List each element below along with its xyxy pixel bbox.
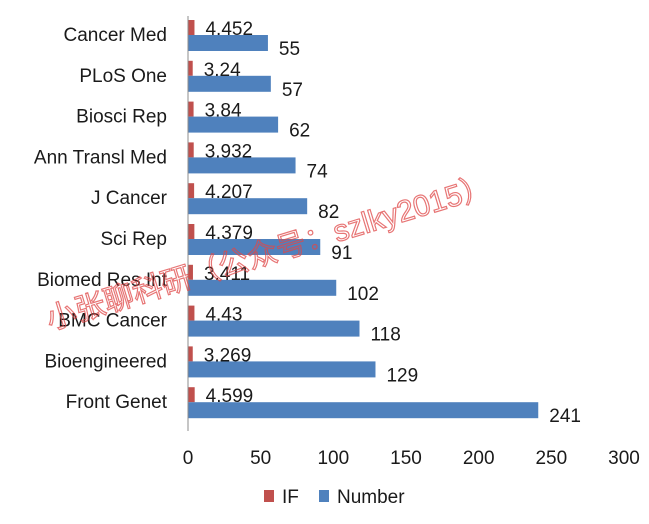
data-label-if: 3.84 <box>205 101 242 122</box>
data-label-if: 3.24 <box>204 60 241 81</box>
legend-label: IF <box>282 487 299 508</box>
category-label: Sci Rep <box>100 229 167 250</box>
category-label: Biomed Res Int <box>37 270 168 291</box>
legend: IF Number <box>264 487 405 508</box>
axis-layer: 0 50 100 150 200 250 300 <box>183 16 640 469</box>
bar-number <box>188 75 271 92</box>
bar-number <box>188 157 296 174</box>
data-label-if: 4.452 <box>205 19 253 40</box>
bar-number <box>188 361 376 378</box>
x-tick-label: 300 <box>608 448 640 469</box>
bar-if <box>188 387 195 403</box>
bar-number <box>188 279 337 296</box>
category-label: J Cancer <box>91 188 168 209</box>
bar-number <box>188 239 321 255</box>
bar-if <box>188 20 195 35</box>
bar-number <box>188 116 279 133</box>
category-label: Front Genet <box>66 392 168 413</box>
bar-if <box>188 101 194 117</box>
category-label: BMC Cancer <box>58 311 167 332</box>
bar-if <box>188 305 195 321</box>
data-label-if: 3.411 <box>204 264 250 285</box>
bar-if <box>188 183 195 199</box>
x-tick-label: 0 <box>183 448 194 469</box>
data-label-if: 3.932 <box>205 141 253 162</box>
data-label-number: 82 <box>318 202 339 223</box>
category-label: PLoS One <box>79 66 167 87</box>
data-label-number: 129 <box>386 365 418 386</box>
x-tick-label: 100 <box>317 448 349 469</box>
data-label-if: 3.269 <box>204 345 252 366</box>
data-label-number: 62 <box>289 121 310 142</box>
category-label: Ann Transl Med <box>34 147 167 168</box>
data-label-if: 4.599 <box>206 386 254 407</box>
x-tick-label: 150 <box>390 448 422 469</box>
category-label: Bioengineered <box>44 351 167 372</box>
bar-if <box>188 60 193 76</box>
bar-number <box>188 198 308 215</box>
x-tick-label: 200 <box>463 448 495 469</box>
category-label: Biosci Rep <box>76 107 167 128</box>
bar-number <box>188 320 360 337</box>
bar-number <box>188 402 539 419</box>
bar-if <box>188 346 193 362</box>
data-label-number: 74 <box>307 161 329 182</box>
bars-layer <box>188 20 539 419</box>
x-tick-label: 50 <box>250 448 271 469</box>
data-label-number: 118 <box>370 325 400 346</box>
data-label-number: 57 <box>282 80 303 101</box>
data-label-if: 4.379 <box>205 223 253 244</box>
bar-if <box>188 264 193 280</box>
legend-label: Number <box>337 487 405 508</box>
data-label-number: 102 <box>347 284 379 305</box>
legend-swatch <box>319 490 329 502</box>
bar-if <box>188 142 194 158</box>
bar-if <box>188 224 195 239</box>
data-label-if: 4.207 <box>205 182 253 203</box>
data-label-number: 91 <box>331 243 352 264</box>
legend-swatch <box>264 490 274 502</box>
data-label-number: 241 <box>549 406 581 427</box>
data-label-number: 55 <box>279 39 300 60</box>
data-label-if: 4.43 <box>205 305 242 326</box>
category-label: Cancer Med <box>64 25 168 46</box>
x-tick-label: 250 <box>535 448 567 469</box>
bar-number <box>188 35 268 51</box>
labels-layer: Cancer Med 4.452 55 PLoS One 3.24 57 Biosci Re… <box>34 19 581 427</box>
